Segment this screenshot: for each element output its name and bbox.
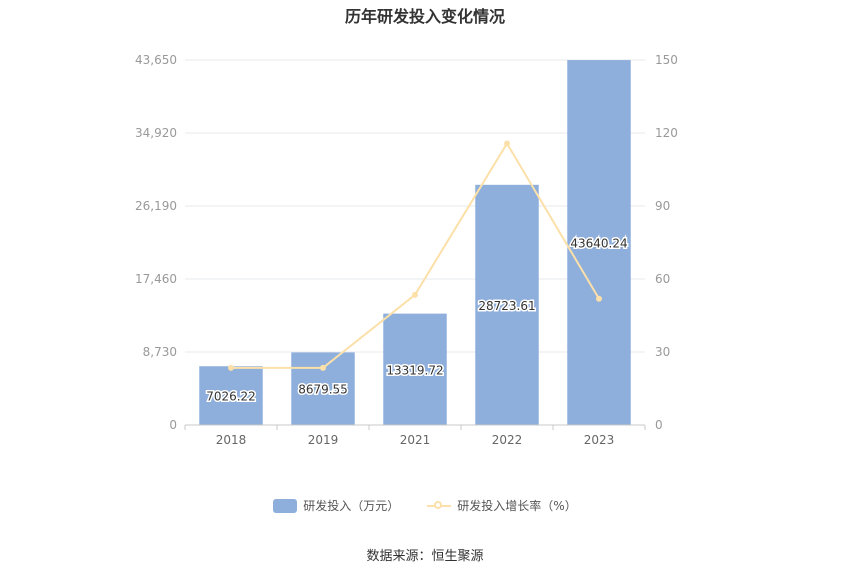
line-point (504, 140, 510, 147)
y-right-tick-label: 60 (655, 272, 670, 286)
line-point (228, 364, 234, 371)
y-left-tick-label: 0 (169, 418, 177, 432)
bar-data-label: 13319.72 (386, 363, 443, 377)
line-point (320, 364, 326, 371)
y-left-tick-label: 43,650 (135, 53, 177, 67)
y-right-tick-label: 30 (655, 345, 670, 359)
y-right-tick-label: 90 (655, 199, 670, 213)
legend-line-label: 研发投入增长率（%） (457, 499, 577, 513)
chart-title: 历年研发投入变化情况 (344, 7, 505, 26)
y-right-tick-label: 150 (655, 53, 678, 67)
legend-item-bar[interactable]: 研发投入（万元） (273, 497, 399, 514)
y-left-tick-label: 26,190 (135, 199, 177, 213)
legend-bar-swatch (273, 498, 298, 513)
bar-data-label: 28723.61 (478, 299, 535, 313)
bar (475, 184, 539, 425)
legend-bar-label: 研发投入（万元） (303, 499, 400, 513)
legend-item-line[interactable]: 研发投入增长率（%） (427, 497, 577, 514)
y-right-tick-label: 120 (655, 126, 678, 140)
bar-data-label: 43640.24 (570, 237, 627, 251)
x-tick-label: 2019 (308, 433, 339, 447)
legend-line-swatch (427, 499, 452, 513)
bar (383, 313, 447, 425)
line-point (596, 295, 602, 302)
bar-data-label: 7026.22 (206, 390, 256, 404)
bar-data-label: 8679.55 (298, 383, 348, 397)
x-tick-label: 2021 (400, 433, 431, 447)
y-left-tick-label: 34,920 (135, 126, 177, 140)
x-tick-label: 2022 (492, 433, 523, 447)
legend: 研发投入（万元） 研发投入增长率（%） (0, 497, 850, 514)
bar (567, 60, 631, 426)
line-point (412, 291, 418, 298)
source-note: 数据来源：恒生聚源 (366, 549, 484, 564)
bar (199, 366, 263, 425)
y-left-tick-label: 17,460 (135, 272, 177, 286)
x-tick-label: 2023 (584, 433, 615, 447)
y-right-tick-label: 0 (655, 418, 663, 432)
y-left-tick-label: 8,730 (143, 345, 177, 359)
bar (291, 352, 355, 425)
x-tick-label: 2018 (216, 433, 247, 447)
